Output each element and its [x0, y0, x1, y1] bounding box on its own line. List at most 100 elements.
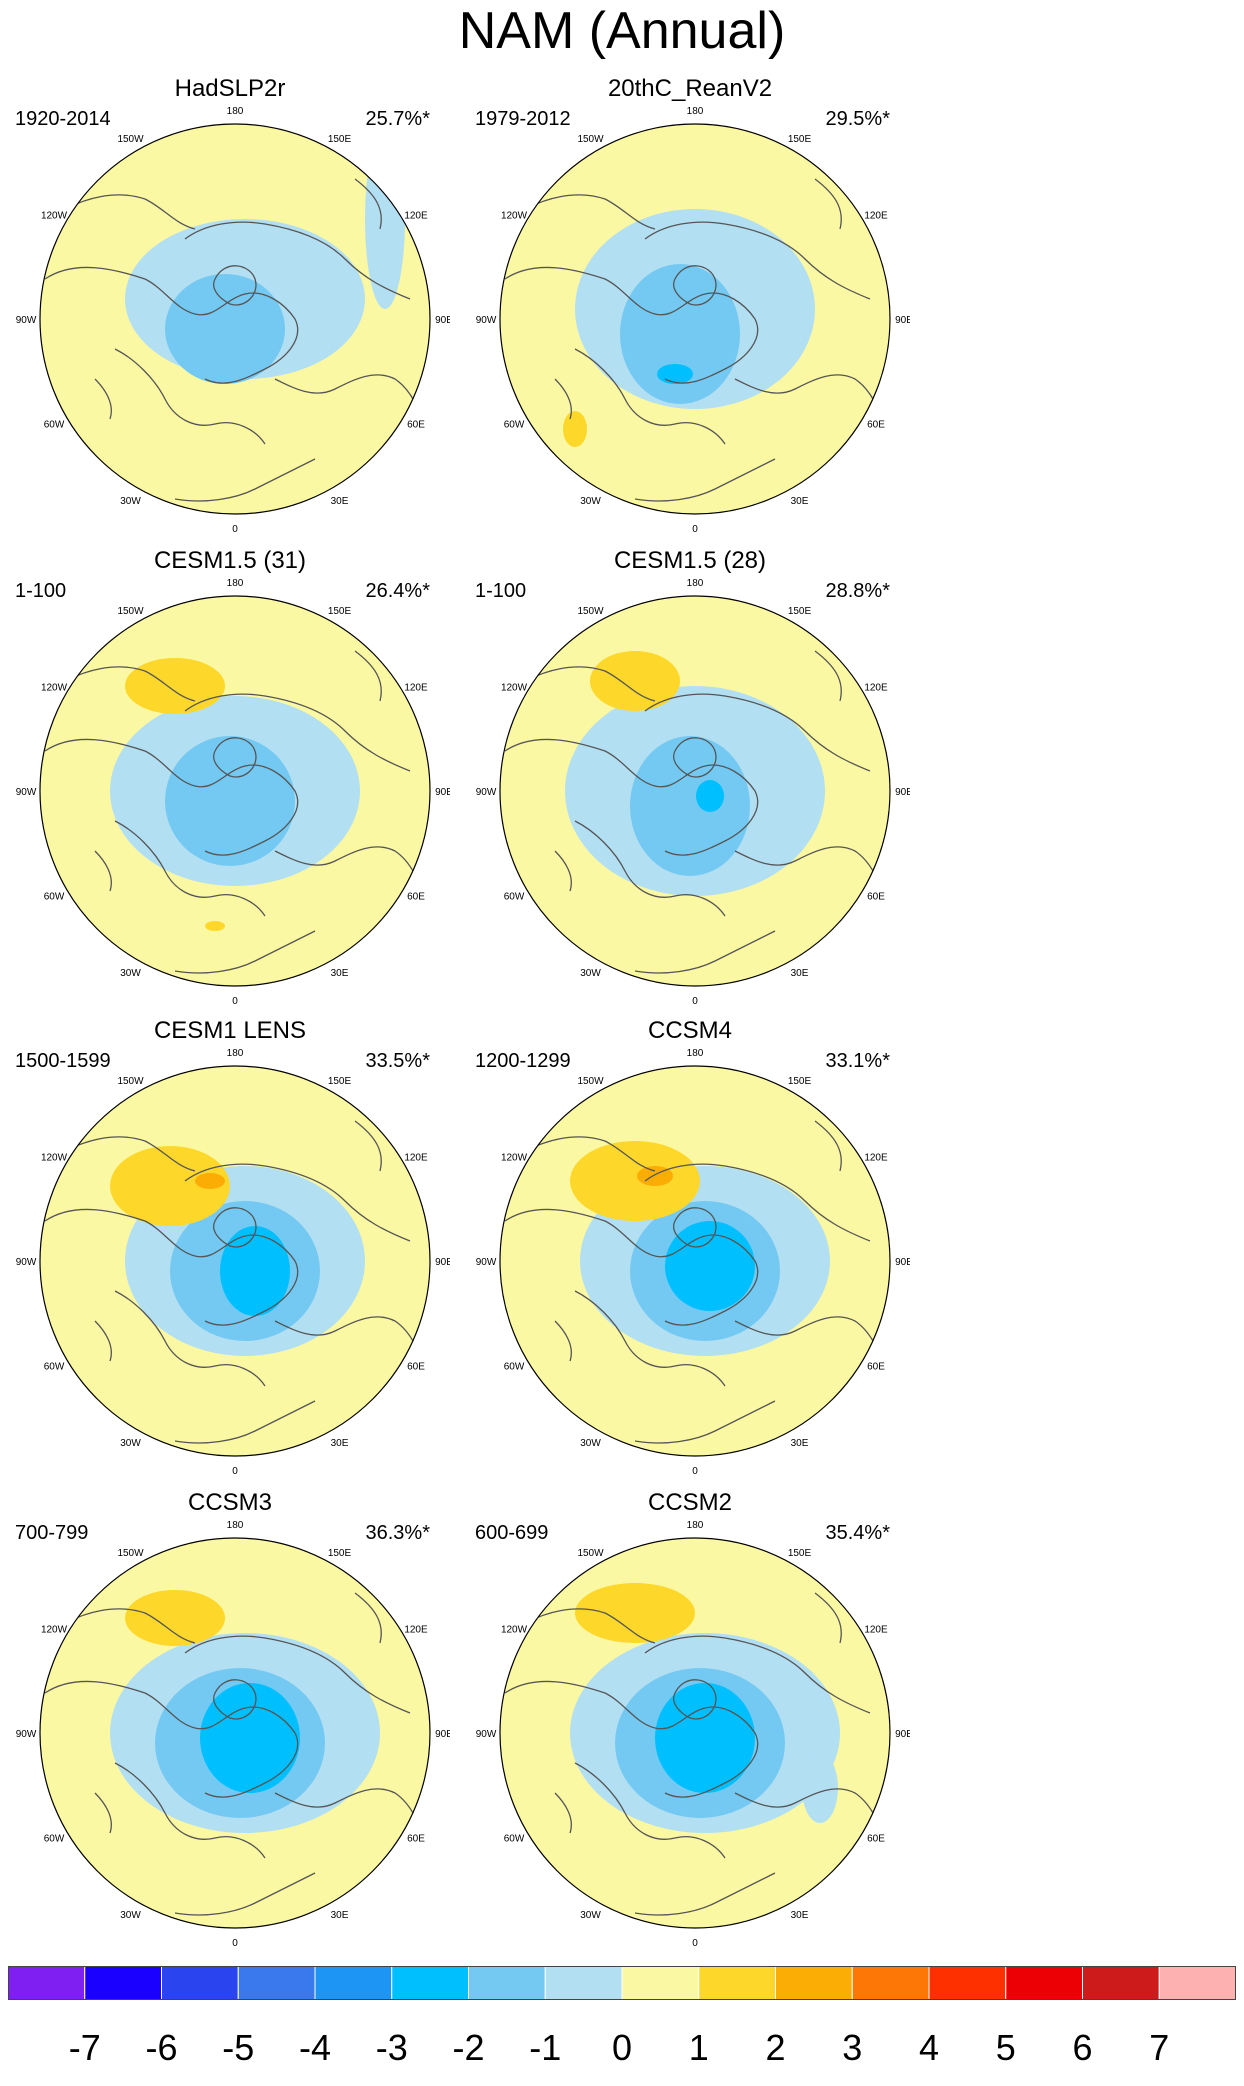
- longitude-label: 60E: [867, 1362, 885, 1373]
- colorbar-box: [1005, 1966, 1083, 2001]
- coastline: [114, 348, 266, 445]
- longitude-label: 120W: [501, 1625, 528, 1636]
- colorbar-box: [468, 1966, 546, 2001]
- coastline: [354, 650, 382, 702]
- map-panel: 180 150E 120E 90E 60E 30E 0 30W 60W 90W 120W 150W CC…: [10, 1488, 450, 1958]
- polar-map: 180 150E 120E 90E 60E 30E 0 30W 60W 90W 120W 150W: [16, 1048, 450, 1477]
- panel-title: CCSM4: [647, 1017, 732, 1044]
- longitude-label: 150W: [577, 1076, 604, 1087]
- panel-variance: 28.8%*: [825, 580, 891, 602]
- coastline: [213, 737, 257, 778]
- colorbar-tick-label: 1: [689, 2027, 709, 2068]
- polar-map: 180 150E 120E 90E 60E 30E 0 30W 60W 90W 120W 150W: [476, 1520, 910, 1949]
- map-panel: 180 150E 120E 90E 60E 30E 0 30W 60W 90W 120W 150W CC…: [470, 1488, 910, 1958]
- coastline: [734, 1316, 886, 1372]
- map-panel: 180 150E 120E 90E 60E 30E 0 30W 60W 90W 120W 150W Ha…: [10, 74, 450, 544]
- coastline: [734, 374, 886, 430]
- coastline: [554, 1320, 572, 1362]
- colorbar-box: [161, 1966, 239, 2001]
- longitude-label: 180: [227, 1048, 244, 1059]
- coastline: [554, 378, 572, 420]
- coastline: [574, 820, 726, 917]
- coastline: [504, 1680, 759, 1798]
- longitude-label: 60W: [504, 1362, 525, 1373]
- longitude-label: 60W: [504, 420, 525, 431]
- coastline: [524, 666, 656, 702]
- coastline: [644, 1635, 871, 1714]
- anomaly-contour: [110, 1146, 230, 1226]
- colorbar-tick-label: -5: [222, 2027, 254, 2068]
- coastline: [274, 1316, 426, 1372]
- coastline: [524, 1608, 656, 1644]
- coastline: [524, 194, 656, 230]
- panel-period: 1-100: [15, 580, 67, 602]
- coastline: [644, 693, 871, 772]
- longitude-label: 30E: [331, 968, 349, 979]
- longitude-label: 150E: [328, 134, 352, 145]
- coastline: [814, 178, 842, 230]
- longitude-label: 120W: [41, 1153, 68, 1164]
- longitude-label: 60W: [44, 420, 65, 431]
- longitude-label: 150E: [788, 1076, 812, 1087]
- colorbar-tick-label: -4: [299, 2027, 331, 2068]
- longitude-label: 90E: [895, 315, 910, 326]
- longitude-label: 30E: [331, 496, 349, 507]
- longitude-label: 0: [232, 1466, 238, 1477]
- coastline: [174, 458, 316, 502]
- longitude-label: 150E: [328, 606, 352, 617]
- colorbar-box: [1158, 1966, 1236, 2001]
- longitude-label: 90W: [16, 1257, 37, 1268]
- coastline: [213, 265, 257, 306]
- map-panel: 180 150E 120E 90E 60E 30E 0 30W 60W 90W 120W 150W 20…: [470, 74, 910, 544]
- coastline: [184, 1163, 411, 1242]
- coastline: [274, 1788, 426, 1844]
- longitude-label: 60E: [867, 892, 885, 903]
- longitude-label: 30E: [791, 1910, 809, 1921]
- longitude-label: 120E: [404, 1153, 428, 1164]
- map-boundary: [39, 595, 431, 987]
- colorbar-tick-label: -1: [529, 2027, 561, 2068]
- coastline: [634, 1872, 776, 1916]
- longitude-label: 120E: [404, 683, 428, 694]
- coastline: [634, 930, 776, 974]
- coastline: [554, 850, 572, 892]
- longitude-label: 150W: [577, 134, 604, 145]
- coastline: [354, 1120, 382, 1172]
- map-boundary: [499, 123, 891, 515]
- longitude-label: 180: [227, 578, 244, 589]
- coastline: [814, 650, 842, 702]
- coastline: [504, 1208, 759, 1326]
- longitude-label: 60E: [407, 420, 425, 431]
- colorbar-box: [84, 1966, 162, 2001]
- panel-variance: 25.7%*: [365, 108, 431, 130]
- coastline: [274, 374, 426, 430]
- longitude-label: 120E: [864, 683, 888, 694]
- colorbar-tick-label: 6: [1072, 2027, 1092, 2068]
- anomaly-contour: [200, 1683, 300, 1793]
- longitude-label: 90W: [476, 1257, 497, 1268]
- colorbar-tick-label: -7: [69, 2027, 101, 2068]
- panel-period: 600-699: [475, 1522, 549, 1544]
- panel-title: CESM1 LENS: [153, 1017, 307, 1044]
- panel-period: 1979-2012: [475, 108, 571, 130]
- panel-variance: 33.5%*: [365, 1050, 431, 1072]
- coastline: [184, 693, 411, 772]
- longitude-label: 90W: [476, 1729, 497, 1740]
- coastline: [734, 846, 886, 902]
- anomaly-contour: [125, 1590, 225, 1646]
- longitude-label: 0: [692, 1466, 698, 1477]
- colorbar-frame: [8, 1966, 1236, 2000]
- longitude-label: 120W: [41, 1625, 68, 1636]
- longitude-label: 30W: [120, 496, 141, 507]
- anomaly-contour: [665, 1221, 755, 1311]
- panel-variance: 35.4%*: [825, 1522, 891, 1544]
- coastline: [184, 221, 411, 300]
- longitude-label: 180: [687, 1520, 704, 1531]
- panel-variance: 29.5%*: [825, 108, 891, 130]
- panel-variance: 36.3%*: [365, 1522, 431, 1544]
- colorbar-box: [621, 1966, 700, 2001]
- panel-variance: 26.4%*: [365, 580, 431, 602]
- longitude-label: 60E: [407, 892, 425, 903]
- coastline: [94, 1792, 112, 1834]
- longitude-label: 60W: [44, 1834, 65, 1845]
